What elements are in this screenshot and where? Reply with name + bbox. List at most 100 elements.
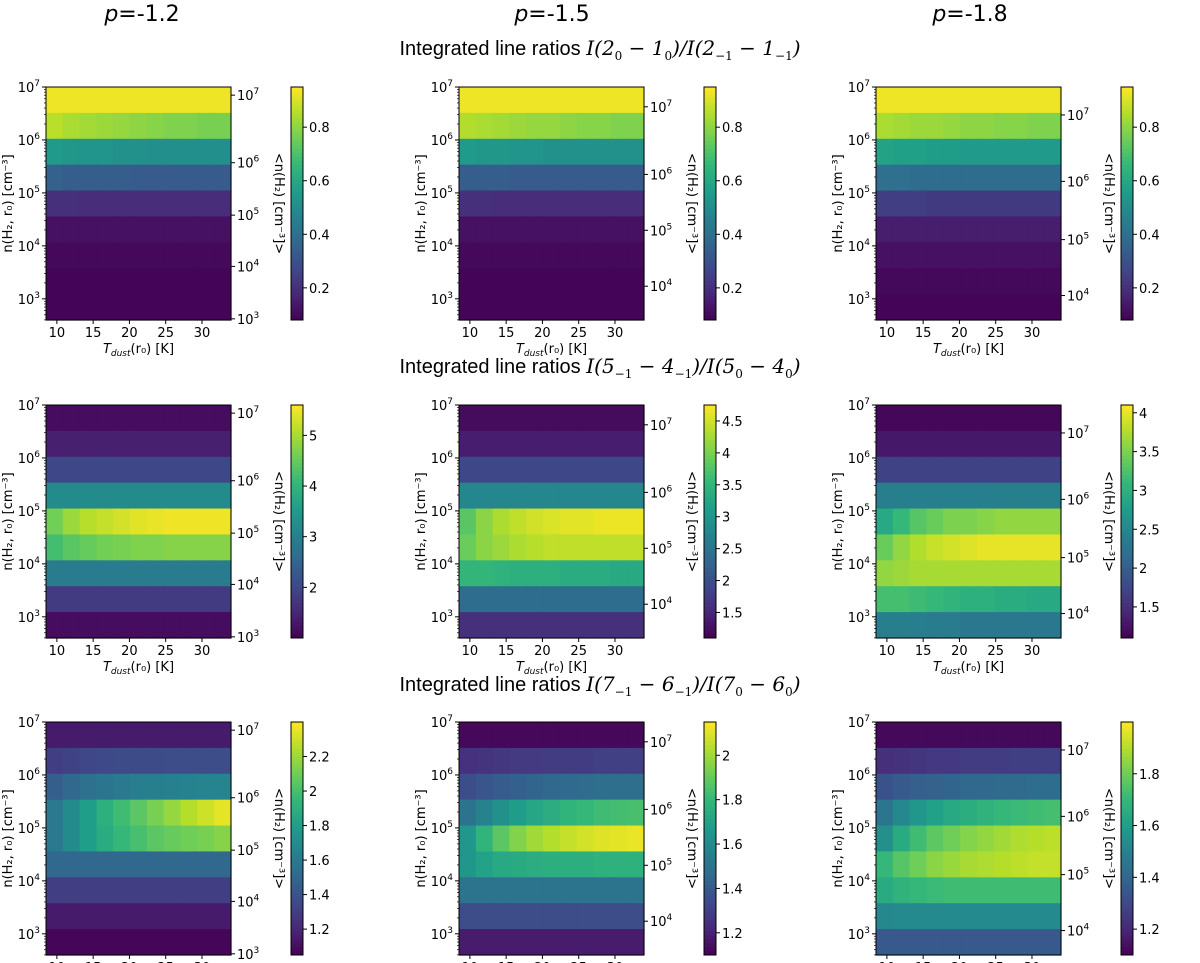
colorbar-segment — [704, 222, 716, 228]
heatmap-cell — [197, 164, 215, 192]
heatmap-cell — [1027, 825, 1045, 853]
colorbar-segment — [291, 277, 303, 282]
x-tick-label: 25 — [157, 326, 174, 341]
colorbar-segment — [704, 529, 716, 534]
colorbar-tick-label: 1.5 — [1139, 601, 1160, 616]
colorbar-segment — [704, 211, 716, 216]
colorbar-segment — [704, 795, 716, 801]
heatmap-cell — [146, 405, 165, 432]
heatmap-cell — [960, 112, 978, 140]
heatmap-cell — [610, 508, 628, 536]
heatmap-cell — [163, 825, 182, 853]
colorbar-segment — [1121, 854, 1133, 859]
colorbar-segment — [1121, 98, 1133, 104]
colorbar-tick-label: 2 — [309, 785, 317, 800]
heatmap-cell — [130, 773, 148, 801]
column-title-p-1.8: p=-1.8 — [932, 2, 1008, 27]
x-tick-label: 25 — [570, 961, 587, 963]
heatmap-cell — [559, 747, 578, 775]
colorbar-segment — [704, 780, 716, 785]
heatmap-cell — [1044, 586, 1062, 613]
colorbar-segment — [1121, 436, 1133, 441]
heatmap-cell — [593, 430, 611, 458]
heatmap-cell — [943, 877, 961, 904]
colorbar-segment — [704, 622, 716, 627]
colorbar-segment — [291, 137, 303, 142]
heatmap-cell — [46, 903, 64, 930]
colorbar-segment — [704, 861, 716, 867]
heatmap-cell — [214, 294, 232, 321]
x-tick-label: 10 — [879, 326, 896, 341]
heatmap-cell — [943, 586, 961, 613]
colorbar-segment — [704, 888, 716, 894]
right-tick-label: 106 — [1067, 173, 1090, 190]
colorbar-tick-label: 0.8 — [309, 121, 330, 136]
y-tick-label: 106 — [18, 132, 41, 149]
colorbar-segment — [1121, 261, 1133, 267]
colorbar-segment — [704, 118, 716, 123]
heatmap-cell — [1027, 877, 1045, 904]
colorbar-segment — [704, 215, 716, 220]
right-tick-label: 104 — [237, 576, 260, 593]
heatmap-cell — [926, 216, 944, 243]
colorbar-segment — [1121, 819, 1133, 824]
heatmap-cell — [943, 87, 961, 114]
colorbar-segment — [1121, 114, 1133, 119]
colorbar-segment — [1121, 215, 1133, 220]
heatmap-cell — [993, 586, 1012, 613]
colorbar-segment — [1121, 865, 1133, 871]
heatmap-cell — [627, 903, 645, 930]
y-tick-label: 107 — [848, 397, 870, 414]
colorbar-frame — [703, 721, 717, 956]
heatmap-cell — [993, 268, 1012, 295]
colorbar-segment — [704, 869, 716, 874]
right-tick-label: 105 — [650, 222, 672, 239]
colorbar-segment — [291, 447, 303, 453]
heatmap-cell — [1010, 877, 1028, 904]
heatmap-cell — [576, 722, 595, 749]
heatmap-cell — [943, 112, 961, 140]
heatmap-cell — [113, 586, 131, 613]
heatmap-cell — [459, 430, 477, 458]
colorbar-segment — [291, 920, 303, 925]
heatmap-cell — [79, 586, 98, 613]
colorbar-segment — [704, 90, 716, 96]
heatmap-cell — [892, 216, 911, 243]
heatmap-cell — [459, 722, 477, 749]
heatmap-cell — [876, 242, 894, 269]
heatmap-cell — [214, 190, 232, 218]
colorbar-segment — [1121, 606, 1133, 612]
heatmap-cell — [1027, 456, 1045, 484]
colorbar-segment — [291, 482, 303, 488]
right-tick-label: 105 — [237, 842, 259, 859]
colorbar-segment — [291, 463, 303, 468]
colorbar-frame — [1120, 86, 1134, 321]
heatmap-cell — [475, 482, 494, 510]
colorbar-segment — [704, 486, 716, 491]
heatmap-cell — [960, 216, 978, 243]
heatmap-cell — [509, 242, 527, 269]
colorbar-segment — [704, 106, 716, 111]
colorbar-segment — [1121, 269, 1133, 274]
heatmap-cell — [610, 586, 628, 613]
colorbar-segment — [291, 420, 303, 425]
colorbar-segment — [291, 575, 303, 581]
heatmap-cell — [627, 430, 645, 458]
y-tick-label: 106 — [431, 450, 454, 467]
heatmap-cell — [492, 430, 511, 458]
plot-frame — [45, 86, 232, 321]
heatmap-cell — [892, 268, 911, 295]
x-tick-label: 20 — [121, 961, 138, 963]
heatmap-cell — [509, 903, 527, 930]
colorbar-segment — [291, 153, 303, 158]
heatmap-cell — [909, 482, 928, 510]
colorbar-segment — [291, 98, 303, 104]
colorbar-segment — [291, 916, 303, 921]
colorbar-segment — [704, 184, 716, 189]
heatmap-cell — [96, 456, 114, 484]
heatmap-cell — [627, 747, 645, 775]
y-tick-label: 103 — [18, 926, 40, 943]
heatmap-cell — [559, 773, 578, 801]
heatmap-cell — [146, 164, 165, 192]
